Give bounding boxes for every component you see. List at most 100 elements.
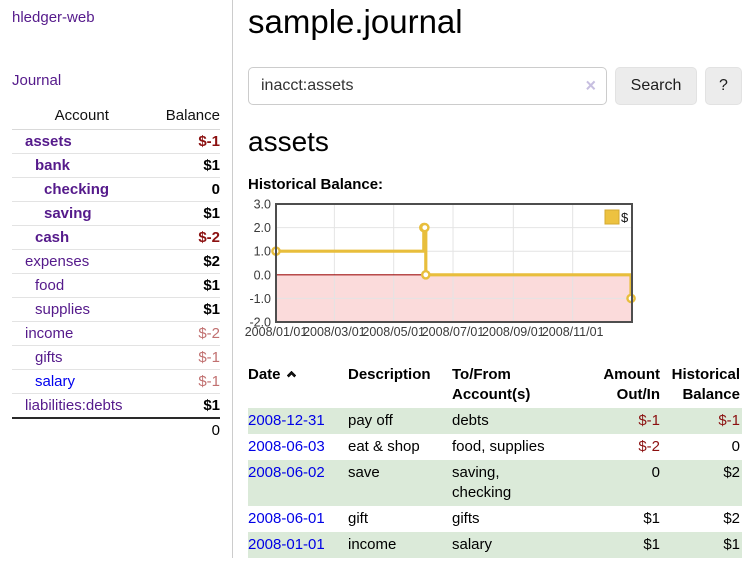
- register-row: 2008-06-01 gift gifts $1 $2: [248, 506, 742, 532]
- app-layout: hledger-web Journal Account Balance asse…: [0, 0, 742, 558]
- brand-link[interactable]: hledger-web: [12, 9, 95, 26]
- chart-canvas: $3.0 2.0 1.0 0.0 -1.0 -2.02008/01/012008/03/0…: [245, 198, 636, 339]
- sidebar-account-link[interactable]: salary: [35, 373, 76, 390]
- sidebar-account-link[interactable]: checking: [44, 181, 110, 198]
- x-tick-label: 2008/09/01: [482, 325, 545, 339]
- sidebar-account-link[interactable]: saving: [44, 205, 92, 222]
- account-balance: $-1: [151, 345, 220, 370]
- transaction-date-link[interactable]: 2008-06-02: [248, 464, 325, 481]
- transaction-description: save: [348, 464, 380, 481]
- y-tick-label: 0.0: [254, 268, 271, 282]
- transaction-accounts: debts: [452, 412, 489, 429]
- transaction-amount: 0: [651, 464, 660, 481]
- account-row: checking 0: [12, 177, 220, 202]
- account-balance: $1: [151, 201, 220, 226]
- account-balance: $-2: [151, 321, 220, 346]
- account-row: salary $-1: [12, 369, 220, 394]
- x-tick-label: 2008/05/01: [362, 325, 425, 339]
- transaction-accounts: gifts: [452, 510, 480, 527]
- transaction-description: eat & shop: [348, 438, 420, 455]
- sidebar-account-link[interactable]: assets: [25, 133, 72, 150]
- register-table: Date Description To/From Account(s) Amou…: [248, 363, 742, 558]
- y-tick-label: 3.0: [254, 198, 271, 212]
- data-point-marker: [420, 222, 430, 233]
- register-col-amount: Amount Out/In: [603, 366, 660, 403]
- transaction-accounts: saving, checking: [452, 464, 512, 501]
- account-row: expenses $2: [12, 249, 220, 274]
- account-row: food $1: [12, 273, 220, 298]
- register-col-balance: Historical Balance: [671, 366, 740, 403]
- account-balance: $-1: [151, 369, 220, 394]
- transaction-date-link[interactable]: 2008-06-01: [248, 510, 325, 527]
- y-tick-label: -1.0: [249, 292, 271, 306]
- main-content: sample.journal × Search ? assets Histori…: [233, 0, 742, 558]
- sidebar-account-link[interactable]: supplies: [35, 301, 91, 318]
- x-tick-label: 2008/01/01: [245, 325, 308, 339]
- sidebar-item-journal[interactable]: Journal: [12, 72, 62, 89]
- sidebar-account-link[interactable]: gifts: [35, 349, 63, 366]
- sidebar-account-link[interactable]: cash: [35, 229, 70, 246]
- sidebar-account-link[interactable]: expenses: [25, 253, 90, 270]
- account-heading: assets: [248, 126, 329, 157]
- account-row: saving $1: [12, 201, 220, 226]
- account-balance: $1: [151, 273, 220, 298]
- sidebar-account-link[interactable]: food: [35, 277, 65, 294]
- transaction-amount: $1: [643, 536, 660, 553]
- help-button[interactable]: ?: [705, 67, 742, 105]
- y-tick-label: 2.0: [254, 221, 271, 235]
- transaction-accounts: food, supplies: [452, 438, 545, 455]
- register-col-date[interactable]: Date: [248, 363, 348, 408]
- sidebar-account-link[interactable]: income: [25, 325, 74, 342]
- y-tick-label: -2.0: [249, 316, 271, 330]
- account-row: supplies $1: [12, 297, 220, 322]
- account-row: assets $-1: [12, 129, 220, 154]
- account-row: gifts $-1: [12, 345, 220, 370]
- sidebar: hledger-web Journal Account Balance asse…: [0, 0, 233, 558]
- search-input[interactable]: [248, 67, 607, 105]
- transaction-date-link[interactable]: 2008-12-31: [248, 412, 325, 429]
- transaction-balance: $1: [723, 536, 740, 553]
- legend-label: $: [621, 210, 629, 225]
- transaction-description: pay off: [348, 412, 393, 429]
- register-col-description: Description: [348, 366, 431, 383]
- register-header-row: Date Description To/From Account(s) Amou…: [248, 363, 742, 408]
- data-point-marker: [420, 270, 431, 280]
- clear-search-icon[interactable]: ×: [585, 75, 596, 96]
- register-table-body: 2008-12-31 pay off debts $-1 $-1 2008-06-03 ea…: [248, 408, 742, 558]
- register-row: 2008-12-31 pay off debts $-1 $-1: [248, 408, 742, 434]
- x-tick-label: 2008/03/01: [303, 325, 366, 339]
- register-row: 2008-06-02 save saving, checking 0 $2: [248, 460, 742, 506]
- x-tick-label: 2008/07/01: [422, 325, 485, 339]
- search-form: × Search ?: [248, 67, 742, 105]
- account-balance: $1: [151, 297, 220, 322]
- transaction-balance: $2: [723, 510, 740, 527]
- account-balance: $1: [203, 397, 220, 414]
- accounts-table-body: assets $-1 bank $1 checking 0 saving $1 cash $-2 e…: [12, 129, 220, 419]
- legend-swatch: [604, 209, 620, 225]
- transaction-amount: $-1: [638, 412, 660, 429]
- search-button[interactable]: Search: [615, 67, 697, 105]
- page-title: sample.journal: [248, 3, 463, 40]
- accounts-col-account: Account: [12, 104, 152, 130]
- account-row: bank $1: [12, 153, 220, 178]
- chart-section-label: Historical Balance:: [248, 176, 384, 193]
- account-row: cash $-2: [12, 225, 220, 250]
- account-balance: 0: [151, 177, 220, 202]
- accounts-col-balance: Balance: [151, 104, 220, 130]
- transaction-balance: $2: [723, 464, 740, 481]
- accounts-table: Account Balance assets $-1 bank $1 checking 0…: [12, 104, 220, 442]
- transaction-description: gift: [348, 510, 369, 527]
- account-row: income $-2: [12, 321, 220, 346]
- historical-balance-chart[interactable]: $3.0 2.0 1.0 0.0 -1.0 -2.0 2008/01/01 2008/03/0…: [245, 198, 742, 344]
- x-tick-label: 2008/11/01: [542, 325, 604, 339]
- transaction-date-link[interactable]: 2008-06-03: [248, 438, 325, 455]
- sidebar-account-link[interactable]: liabilities:debts: [25, 397, 123, 414]
- sidebar-account-link[interactable]: bank: [35, 157, 71, 174]
- account-balance: $-2: [151, 225, 220, 250]
- account-row: liabilities:debts $1: [12, 394, 220, 419]
- transaction-accounts: salary: [452, 536, 493, 553]
- transaction-balance: 0: [731, 438, 740, 455]
- accounts-total-value: 0: [151, 417, 220, 442]
- transaction-balance: $-1: [718, 412, 740, 429]
- transaction-date-link[interactable]: 2008-01-01: [248, 536, 325, 553]
